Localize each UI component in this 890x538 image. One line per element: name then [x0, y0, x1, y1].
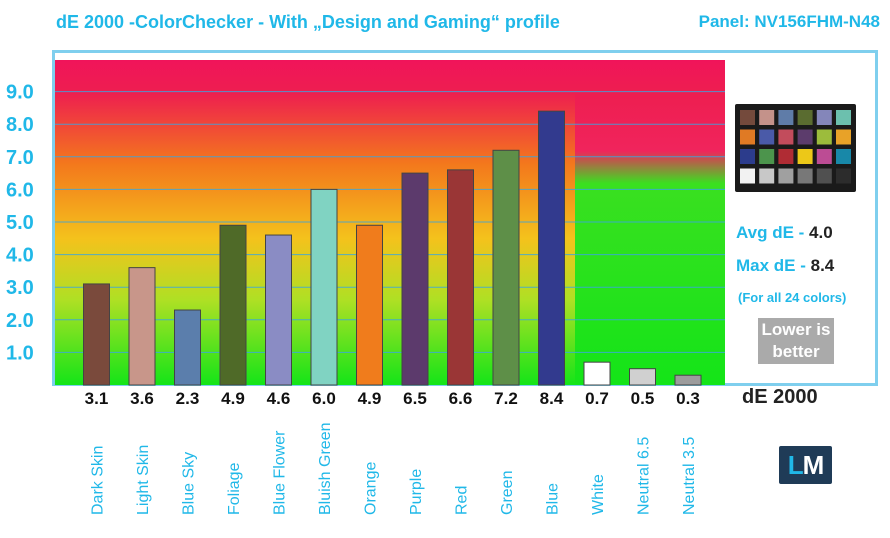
bar	[356, 224, 383, 386]
colorchecker-patch	[816, 168, 832, 184]
colorchecker-patch	[778, 168, 794, 184]
colorchecker-patch	[836, 149, 851, 164]
value-label: 8.4	[540, 389, 564, 408]
bar	[310, 188, 338, 386]
category-label: Bluish Green	[317, 423, 334, 516]
colorchecker-patch	[740, 129, 755, 145]
logo-letter-m: M	[802, 449, 825, 480]
avg-de-label: Avg dE -	[736, 223, 810, 242]
value-label: 6.5	[403, 389, 427, 408]
y-tick-label: 6.0	[6, 179, 34, 201]
panel-label: Panel: NV156FHM-N48	[698, 12, 880, 31]
category-label: Orange	[363, 462, 380, 515]
bar	[219, 224, 247, 386]
value-label: 4.6	[267, 389, 291, 408]
colors-note: (For all 24 colors)	[738, 290, 847, 305]
chart-title: dE 2000 -ColorChecker - With „Design and…	[56, 12, 560, 32]
y-tick-label: 7.0	[6, 147, 34, 169]
y-tick-label: 8.0	[6, 114, 34, 136]
colorchecker-patch	[759, 110, 775, 125]
colorchecker-patch	[816, 129, 832, 145]
colorchecker-patch	[797, 168, 813, 184]
value-label: 0.5	[631, 389, 655, 408]
colorchecker-patch	[778, 129, 794, 145]
value-label: 7.2	[494, 389, 518, 408]
value-label: 4.9	[221, 389, 245, 408]
colorchecker-patch	[778, 149, 794, 164]
category-label: Red	[454, 486, 471, 515]
value-label: 3.6	[130, 389, 154, 408]
category-label: Blue	[545, 483, 562, 515]
max-de-label: Max dE -	[736, 256, 811, 275]
colorchecker-patch	[797, 149, 813, 164]
category-label: Purple	[408, 469, 425, 515]
bar	[538, 110, 565, 386]
colorchecker-patch	[797, 129, 813, 145]
category-label: Neutral 3.5	[681, 437, 698, 515]
value-label: 2.3	[176, 389, 200, 408]
lower-line-1: Lower is	[761, 320, 831, 339]
colorchecker-patch	[778, 110, 794, 125]
bar	[401, 172, 429, 386]
y-tick-label: 9.0	[6, 82, 34, 104]
colorchecker-patch	[797, 110, 813, 125]
bar	[265, 234, 292, 386]
avg-de: Avg dE - 4.0	[736, 223, 866, 243]
avg-de-value: 4.0	[809, 223, 833, 242]
colorchecker-patch	[816, 110, 832, 125]
colorchecker-patch	[759, 149, 775, 164]
y-tick-label: 4.0	[6, 245, 34, 267]
bar	[447, 169, 474, 386]
category-label: Blue Flower	[272, 430, 289, 515]
category-label: Light Skin	[135, 445, 152, 515]
bar	[83, 283, 110, 386]
lower-line-2: better	[772, 342, 820, 361]
value-label: 0.7	[585, 389, 609, 408]
category-label: Foliage	[226, 462, 243, 515]
category-label: Blue Sky	[181, 452, 198, 515]
value-label: 0.3	[676, 389, 700, 408]
unit-label: dE 2000	[742, 386, 818, 408]
bar	[174, 309, 201, 386]
category-label: Dark Skin	[90, 446, 107, 515]
max-de: Max dE - 8.4	[736, 256, 866, 276]
y-tick-label: 1.0	[6, 342, 34, 364]
colorchecker-patch	[836, 129, 851, 145]
value-label: 3.1	[85, 389, 109, 408]
colorchecker-patch	[759, 168, 775, 184]
colorchecker-patch	[740, 168, 755, 184]
y-tick-label: 3.0	[6, 277, 34, 299]
bar	[629, 368, 656, 386]
value-label: 6.6	[449, 389, 473, 408]
category-label: White	[590, 474, 607, 515]
logo-letter-l: L	[787, 449, 804, 480]
category-label: Green	[499, 471, 516, 515]
value-label: 6.0	[312, 389, 336, 408]
bar	[583, 361, 611, 386]
bar	[674, 374, 702, 386]
value-label: 4.9	[358, 389, 382, 408]
colorchecker-patch	[759, 129, 775, 145]
category-label: Neutral 6.5	[636, 437, 653, 515]
bar	[128, 267, 156, 386]
colorchecker-patch	[836, 168, 851, 184]
colorchecker-patch	[740, 110, 755, 125]
colorchecker-patch	[816, 149, 832, 164]
bar	[492, 149, 520, 386]
colorchecker-patch	[836, 110, 851, 125]
max-de-value: 8.4	[810, 256, 835, 275]
y-tick-label: 5.0	[6, 212, 34, 234]
lower-is-better-badge: Lower is better	[758, 318, 834, 364]
colorchecker-patch	[740, 149, 755, 164]
y-tick-label: 2.0	[6, 310, 34, 332]
